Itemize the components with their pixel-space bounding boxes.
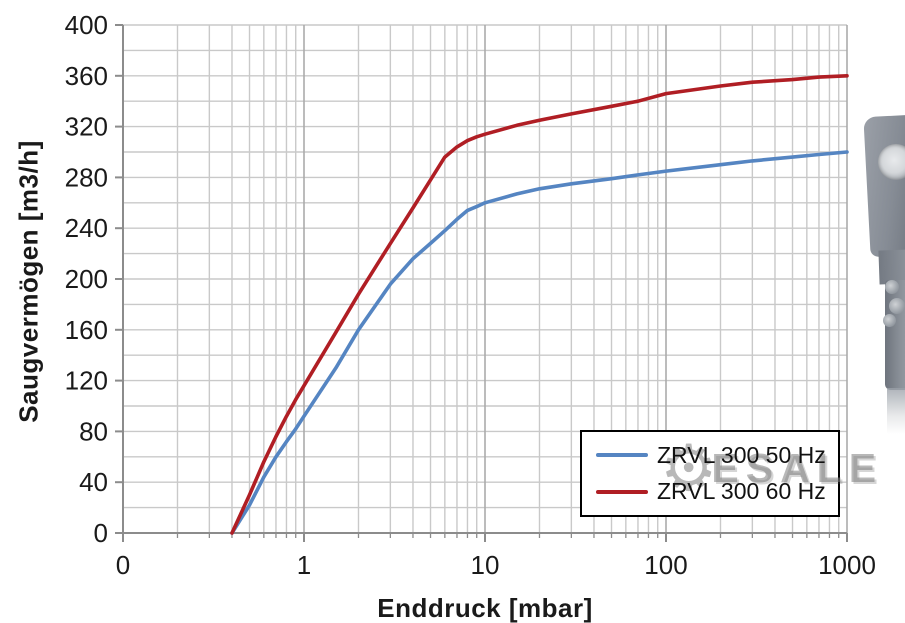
y-tick-label: 240 [65, 213, 108, 243]
y-axis-title: Saugvermögen [m3/h] [13, 140, 44, 423]
pump-bolt [889, 298, 905, 314]
legend-entry-60hz: ZRVL 300 60 Hz [596, 478, 838, 505]
y-tick-label: 400 [65, 10, 108, 40]
legend-label-50hz: ZRVL 300 50 Hz [657, 441, 826, 468]
y-tick-label: 80 [79, 416, 108, 446]
y-tick-label: 40 [79, 467, 108, 497]
x-axis-title: Enddruck [mbar] [377, 593, 593, 623]
pump-fade [887, 388, 905, 434]
axes [115, 24, 848, 542]
tick-labels: 0 40 80 120 160 200 240 280 320 360 400 0 1 10 100 1000 [65, 10, 876, 580]
pump-head [863, 114, 905, 258]
pump-photo [861, 112, 905, 434]
x-tick-label: 0 [116, 550, 130, 580]
legend-entry-50hz: ZRVL 300 50 Hz [596, 442, 838, 469]
x-tick-label: 100 [644, 550, 687, 580]
pump-bolt [883, 314, 896, 327]
pump-body [885, 280, 905, 390]
legend-swatch-60hz [596, 489, 648, 494]
pump-port [878, 144, 905, 180]
x-tick-label: 1 [297, 550, 311, 580]
series-line-zrvl-300-60-hz [230, 74, 849, 535]
legend-label-60hz: ZRVL 300 60 Hz [657, 478, 826, 505]
pump-bolt [885, 280, 899, 294]
y-tick-label: 0 [94, 518, 108, 548]
legend: ZRVL 300 50 Hz ZRVL 300 60 Hz [580, 430, 840, 517]
y-tick-label: 360 [65, 61, 108, 91]
x-tick-label: 10 [471, 550, 500, 580]
y-tick-label: 160 [65, 315, 108, 345]
y-tick-label: 120 [65, 366, 108, 396]
x-tick-label: 1000 [818, 550, 876, 580]
legend-swatch-50hz [596, 453, 648, 458]
y-tick-label: 280 [65, 162, 108, 192]
series-lines [230, 74, 849, 535]
series-line-zrvl-300-50-hz [230, 150, 849, 535]
y-tick-label: 320 [65, 112, 108, 142]
y-tick-label: 200 [65, 264, 108, 294]
